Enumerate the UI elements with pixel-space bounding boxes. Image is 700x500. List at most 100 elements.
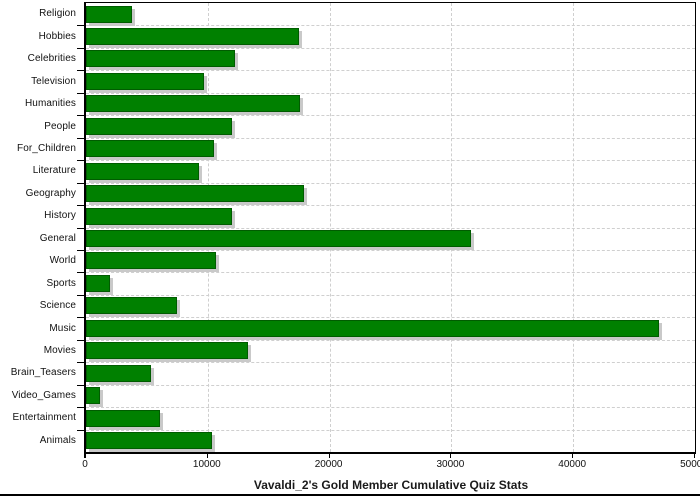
- y-axis-label: Brain_Teasers: [10, 367, 76, 379]
- y-axis-tick: [77, 47, 84, 49]
- gridline-horizontal: [86, 160, 695, 162]
- y-axis-label: Geography: [25, 187, 76, 199]
- bar-music: [86, 319, 659, 337]
- bar-history: [86, 207, 233, 225]
- gridline-horizontal: [86, 407, 695, 409]
- y-axis-label: Movies: [43, 345, 76, 356]
- y-axis-label: Religion: [39, 8, 76, 20]
- y-axis-label: World: [49, 255, 76, 267]
- y-axis-tick: [77, 25, 84, 27]
- chart-title: Vavaldi_2's Gold Member Cumulative Quiz …: [253, 478, 529, 492]
- y-axis-label: Science: [39, 300, 76, 312]
- x-axis-tick-label: 30000: [436, 459, 465, 470]
- gridline-horizontal: [86, 429, 695, 431]
- bar-religion: [86, 5, 133, 23]
- plot-frame-top: [84, 2, 696, 3]
- x-axis-line: [84, 452, 696, 454]
- y-axis-label: Music: [49, 322, 76, 334]
- x-axis-tick: [206, 454, 208, 458]
- y-axis-tick: [77, 249, 84, 251]
- bar-general: [86, 230, 471, 247]
- bar-celebrities: [86, 50, 235, 68]
- gridline-horizontal: [86, 70, 695, 72]
- gridline-horizontal: [86, 137, 695, 139]
- y-axis-line: [84, 2, 86, 458]
- y-axis-label: Hobbies: [38, 30, 76, 42]
- y-axis-label: Sports: [46, 277, 76, 289]
- y-axis-tick: [77, 407, 84, 409]
- gridline-horizontal: [86, 384, 695, 386]
- gridline-horizontal: [86, 47, 695, 49]
- gridline-horizontal: [86, 182, 695, 184]
- y-axis-tick: [77, 384, 84, 386]
- gridline-vertical: [207, 3, 209, 452]
- y-axis-tick: [77, 362, 84, 364]
- gridline-vertical: [451, 3, 453, 452]
- gridline-horizontal: [86, 25, 695, 27]
- y-axis-tick: [77, 70, 84, 72]
- bar-for_children: [86, 140, 214, 158]
- y-axis-label: History: [44, 210, 76, 222]
- y-axis-label: People: [44, 120, 76, 132]
- x-axis-tick: [328, 454, 330, 458]
- gridline-horizontal: [86, 92, 695, 94]
- y-axis-label: Animals: [39, 434, 76, 446]
- gridline-horizontal: [86, 294, 695, 296]
- bar-television: [86, 72, 205, 90]
- gridline-horizontal: [86, 227, 695, 229]
- x-axis-tick-label: 50000: [680, 459, 700, 470]
- bar-entertainment: [86, 409, 161, 427]
- y-axis-label: Celebrities: [27, 53, 76, 65]
- bottom-border-line: [0, 494, 700, 496]
- gridline-vertical: [573, 3, 575, 452]
- bar-animals: [86, 432, 212, 450]
- x-axis-tick: [572, 454, 574, 458]
- bar-geography: [86, 185, 304, 203]
- y-axis-tick: [77, 227, 84, 229]
- bar-hobbies: [86, 27, 300, 45]
- x-axis-tick-label: 10000: [192, 459, 221, 470]
- y-axis-tick: [77, 205, 84, 206]
- x-axis-tick-label: 40000: [558, 459, 587, 470]
- x-axis-tick-label: 0: [82, 459, 88, 470]
- gridline-horizontal: [86, 362, 695, 364]
- bar-literature: [86, 162, 200, 180]
- y-axis-tick: [77, 429, 84, 431]
- gridline-horizontal: [86, 115, 695, 117]
- x-axis-tick: [694, 454, 695, 458]
- y-axis-label: Literature: [32, 165, 76, 177]
- y-axis-label: General: [39, 232, 76, 244]
- bar-sports: [86, 274, 111, 292]
- y-axis-tick: [77, 339, 84, 341]
- gridline-horizontal: [86, 339, 695, 341]
- bar-people: [86, 117, 233, 135]
- y-axis-tick: [77, 294, 84, 296]
- gridline-horizontal: [86, 205, 695, 206]
- gridline-horizontal: [86, 249, 695, 251]
- y-axis-tick: [77, 182, 84, 184]
- y-axis-tick: [77, 272, 84, 274]
- y-axis-tick: [77, 137, 84, 139]
- y-axis-label: Television: [31, 75, 76, 87]
- y-axis-tick: [77, 317, 84, 319]
- x-axis-tick: [450, 454, 452, 458]
- bar-humanities: [86, 95, 301, 113]
- y-axis-tick: [77, 115, 84, 117]
- bar-science: [86, 297, 178, 315]
- plot-frame-right: [695, 2, 696, 454]
- gridline-horizontal: [86, 317, 695, 319]
- x-axis-tick-label: 20000: [314, 459, 343, 470]
- bar-video_games: [86, 387, 100, 405]
- y-axis-tick: [77, 92, 84, 94]
- y-axis-label: Humanities: [24, 98, 76, 109]
- y-axis-label: Video_Games: [11, 389, 76, 401]
- bar-world: [86, 252, 217, 270]
- y-axis-label: For_Children: [16, 142, 76, 154]
- gridline-horizontal: [86, 272, 695, 274]
- bar-movies: [86, 342, 248, 360]
- y-axis-tick: [77, 160, 84, 162]
- x-axis-tick: [85, 454, 86, 458]
- gridline-vertical: [329, 3, 331, 452]
